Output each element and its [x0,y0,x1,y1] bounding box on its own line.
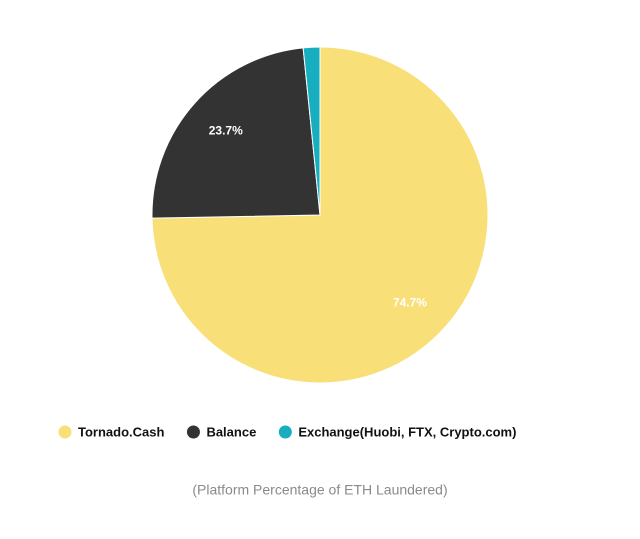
legend-label: Tornado.Cash [78,424,164,439]
legend-marker [278,425,292,439]
pie-slice [151,47,321,219]
slice-label: 74.7% [393,295,427,309]
slice-label: 23.7% [209,124,243,138]
legend-marker [186,425,200,439]
chart-caption: (Platform Percentage of ETH Laundered) [192,482,447,498]
legend-label: Exchange(Huobi, FTX, Crypto.com) [298,424,516,439]
pie-slice [302,46,321,216]
legend-marker [58,425,72,439]
legend-label: Balance [206,424,256,439]
